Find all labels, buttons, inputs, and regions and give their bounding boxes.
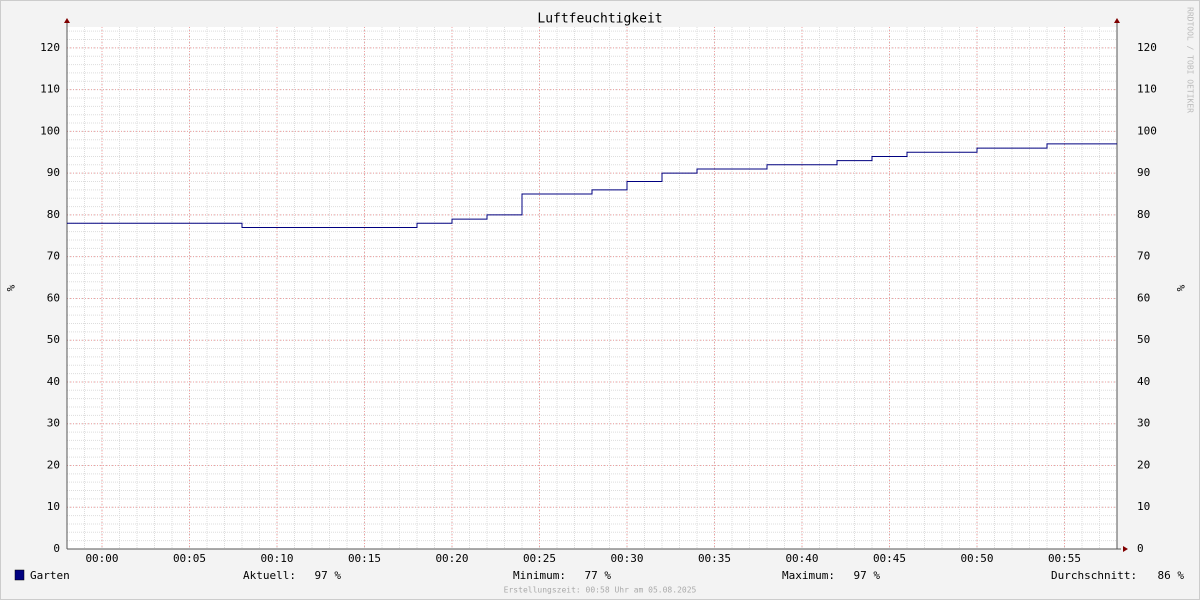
chart-title: Luftfeuchtigkeit — [537, 12, 662, 27]
y-tick-label: 10 — [47, 500, 60, 513]
y-tick-label-right: 70 — [1137, 250, 1150, 263]
x-tick-label: 00:30 — [610, 552, 643, 565]
y-tick-label-right: 60 — [1137, 291, 1150, 304]
y-tick-label-right: 10 — [1137, 500, 1150, 513]
stat-label: Aktuell: — [243, 569, 296, 582]
y-tick-label: 90 — [47, 166, 60, 179]
y-tick-label-right: 120 — [1137, 41, 1157, 54]
y-tick-label-right: 20 — [1137, 458, 1150, 471]
x-tick-label: 00:15 — [348, 552, 381, 565]
stat-label: Durchschnitt: — [1051, 569, 1137, 582]
y-tick-label-right: 40 — [1137, 375, 1150, 388]
y-tick-label: 20 — [47, 458, 60, 471]
stat-value: 97 % — [854, 569, 881, 582]
y-axis-label: % — [4, 285, 17, 292]
y-tick-label: 0 — [53, 542, 60, 555]
y-tick-label: 120 — [40, 41, 60, 54]
x-tick-label: 00:35 — [698, 552, 731, 565]
y-axis-label-right: % — [1174, 285, 1187, 292]
y-tick-label: 80 — [47, 208, 60, 221]
x-tick-label: 00:40 — [785, 552, 818, 565]
legend-swatch — [14, 569, 25, 581]
x-tick-label: 00:25 — [523, 552, 556, 565]
stat-value: 97 % — [315, 569, 342, 582]
stat-label: Minimum: — [513, 569, 566, 582]
x-tick-label: 00:00 — [85, 552, 118, 565]
y-tick-label: 60 — [47, 291, 60, 304]
y-tick-label-right: 30 — [1137, 417, 1150, 430]
line — [67, 143, 1117, 228]
axis-arrow — [1114, 18, 1120, 23]
y-tick-label: 50 — [47, 333, 60, 346]
x-tick-label: 00:10 — [260, 552, 293, 565]
y-tick-label-right: 0 — [1137, 542, 1144, 555]
x-tick-label: 00:45 — [873, 552, 906, 565]
y-tick-label-right: 90 — [1137, 166, 1150, 179]
axis-arrow — [1123, 546, 1128, 552]
y-tick-label: 30 — [47, 417, 60, 430]
x-tick-label: 00:20 — [435, 552, 468, 565]
y-tick-label-right: 50 — [1137, 333, 1150, 346]
stat-value: 86 % — [1158, 569, 1185, 582]
stat-label: Maximum: — [782, 569, 835, 582]
x-tick-label: 00:50 — [960, 552, 993, 565]
y-tick-label-right: 100 — [1137, 124, 1157, 137]
y-tick-label-right: 80 — [1137, 208, 1150, 221]
y-tick-label: 70 — [47, 250, 60, 263]
y-tick-label: 100 — [40, 124, 60, 137]
stat-value: 77 % — [585, 569, 612, 582]
legend-label: Garten — [30, 569, 70, 582]
watermark: RRDTOOL / TOBI OETIKER — [1186, 7, 1195, 113]
y-tick-label: 40 — [47, 375, 60, 388]
axis-arrow — [64, 18, 70, 23]
x-tick-label: 00:05 — [173, 552, 206, 565]
footer: Erstellungszeit: 00:58 Uhr am 05.08.2025 — [504, 586, 697, 595]
y-tick-label: 110 — [40, 83, 60, 96]
y-tick-label-right: 110 — [1137, 83, 1157, 96]
x-tick-label: 00:55 — [1048, 552, 1081, 565]
